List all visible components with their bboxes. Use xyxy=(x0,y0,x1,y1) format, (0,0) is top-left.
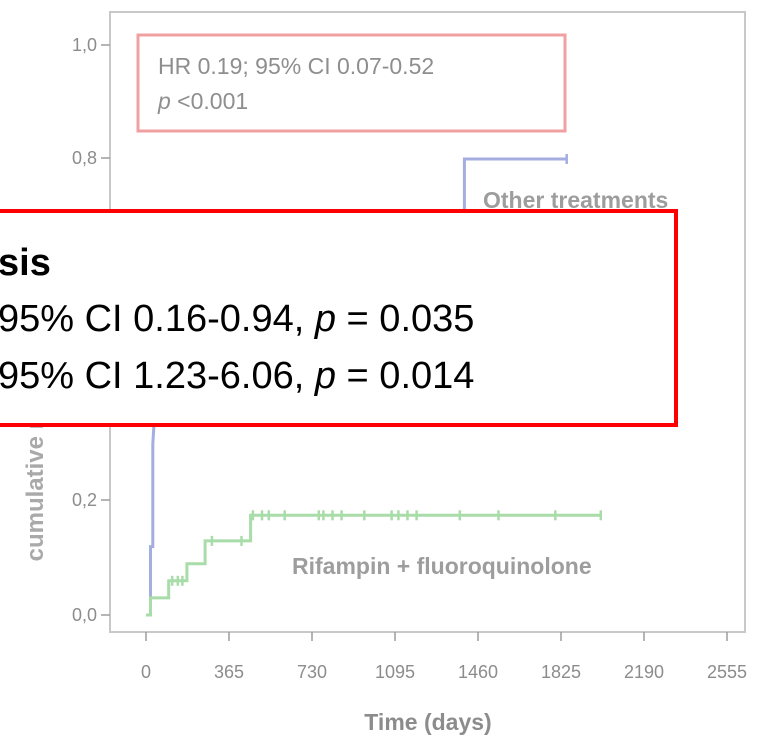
x-tick-label: 1095 xyxy=(375,662,415,682)
overlay-line-2-p: p xyxy=(314,355,336,397)
y-tick-label: 0,0 xyxy=(72,605,97,625)
series-rifampin xyxy=(146,510,603,617)
y-tick-label: 0,2 xyxy=(72,490,97,510)
y-tick-label: 1,0 xyxy=(72,35,97,55)
overlay-line-2: 95% CI 1.23-6.06, p = 0.014 xyxy=(0,355,474,397)
series-label-other: Other treatments xyxy=(483,187,668,213)
y-ticks: 1,0 0,8 0,2 0,0 xyxy=(72,35,110,625)
x-tick-label: 2555 xyxy=(707,662,747,682)
overlay-title: sis xyxy=(0,242,51,284)
overlay-line-1-prefix: 95% CI 0.16-0.94, xyxy=(0,298,315,340)
x-axis-title: Time (days) xyxy=(364,709,491,735)
overlay-box xyxy=(0,209,678,427)
x-tick-label: 0 xyxy=(141,662,151,682)
series-line-rifampin xyxy=(146,513,601,617)
x-ticks: 0 365 730 1095 1460 1825 2190 2555 xyxy=(141,632,747,682)
x-tick-label: 730 xyxy=(297,662,327,682)
hr-box xyxy=(136,33,567,133)
hr-line-2: p <0.001 xyxy=(157,88,248,114)
x-tick-label: 365 xyxy=(214,662,244,682)
overlay-line-1-suffix: = 0.035 xyxy=(336,298,474,340)
overlay-line-2-prefix: 95% CI 1.23-6.06, xyxy=(0,355,315,397)
overlay-line-1: 95% CI 0.16-0.94, p = 0.035 xyxy=(0,298,474,340)
hr-p-value: <0.001 xyxy=(171,88,248,114)
series-label-rifampin: Rifampin + fluoroquinolone xyxy=(292,553,592,579)
y-tick-label: 0,8 xyxy=(72,148,97,168)
x-tick-label: 2190 xyxy=(624,662,664,682)
hr-line-1: HR 0.19; 95% CI 0.07-0.52 xyxy=(158,53,434,79)
overlay-line-2-suffix: = 0.014 xyxy=(336,355,474,397)
overlay-line-1-p: p xyxy=(314,298,336,340)
x-tick-label: 1825 xyxy=(541,662,581,682)
hr-p-italic: p xyxy=(157,88,171,114)
x-tick-label: 1460 xyxy=(458,662,498,682)
